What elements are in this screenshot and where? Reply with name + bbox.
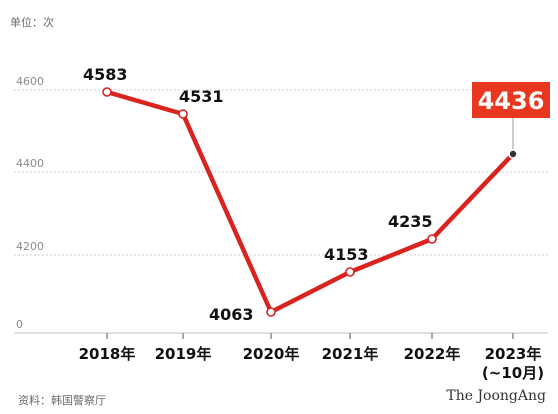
data-label: 4153	[324, 245, 369, 264]
series-line	[104, 89, 516, 315]
x-tick-label: 2023年	[485, 345, 542, 363]
data-label: 4531	[179, 87, 224, 106]
data-point	[266, 307, 276, 317]
x-tick-label: 2021年	[322, 345, 379, 363]
x-tick-label: 2020年	[243, 345, 300, 363]
data-label: 4235	[388, 212, 433, 231]
x-tick-label: 2019年	[155, 345, 212, 363]
x-tick-label: (~10月)	[482, 364, 544, 382]
unit-label: 单位：次	[10, 16, 54, 29]
data-label-highlight: 4436	[478, 87, 545, 115]
data-point	[508, 149, 518, 159]
data-labels: 4583 4531 4063 4153 4235 4436	[83, 65, 550, 324]
series-line-path	[104, 89, 516, 315]
x-tick-labels: 2018年 2019年 2020年 2021年 2022年 2023年(~10月)	[79, 333, 544, 382]
data-label: 4583	[83, 65, 128, 84]
data-point	[102, 87, 112, 97]
x-tick-label: 2018年	[79, 345, 136, 363]
data-points	[102, 87, 518, 317]
x-tick-label: 2022年	[404, 345, 461, 363]
grid-layer	[14, 89, 548, 334]
data-label: 4063	[209, 305, 254, 324]
y-tick-label: 4200	[16, 240, 44, 253]
highlight-value-box	[472, 82, 550, 118]
data-point	[345, 267, 355, 277]
brand-label: The JoongAng	[446, 388, 546, 404]
y-tick-labels: 4600 4400 4200 0	[16, 75, 44, 331]
source-label: 资料：韩国警察厅	[18, 394, 106, 407]
data-point	[427, 234, 437, 244]
y-tick-label: 0	[16, 318, 23, 331]
data-point	[178, 109, 188, 119]
y-tick-label: 4400	[16, 157, 44, 170]
y-tick-label: 4600	[16, 75, 44, 88]
